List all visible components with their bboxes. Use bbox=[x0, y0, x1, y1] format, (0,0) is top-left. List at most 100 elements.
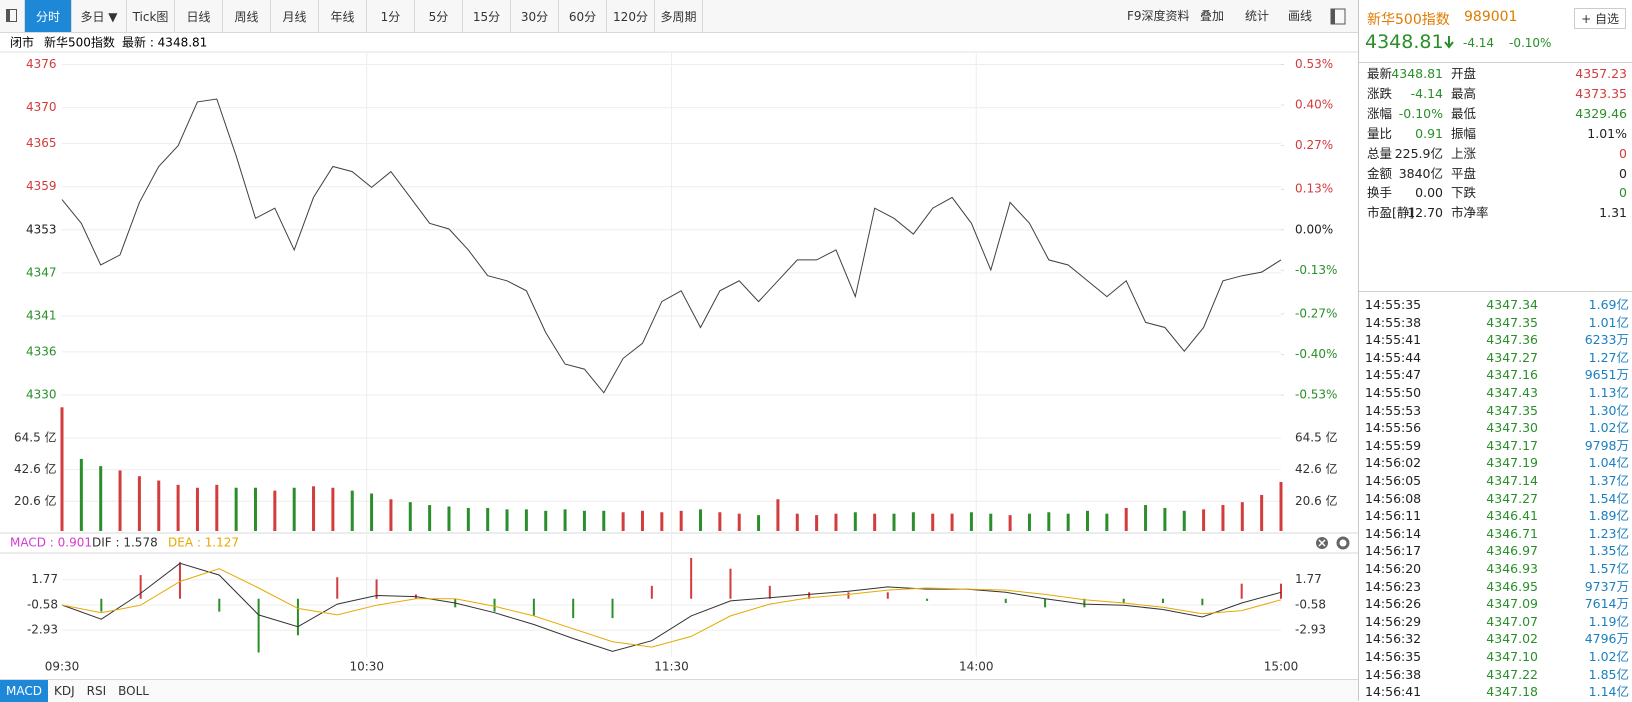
volume-bar bbox=[466, 507, 470, 531]
trade-price: 4347.07 bbox=[1486, 613, 1538, 629]
quote-label: 平盘 bbox=[1451, 165, 1477, 181]
volume-bar bbox=[1027, 513, 1031, 531]
macd-bar bbox=[650, 585, 653, 599]
trade-volume: 1.30亿 bbox=[1588, 402, 1629, 418]
quote-label: 涨幅 bbox=[1367, 105, 1393, 121]
period-tab[interactable]: 30分 bbox=[511, 0, 559, 32]
trade-volume: 4796万 bbox=[1584, 631, 1629, 647]
period-tab[interactable]: 5分 bbox=[415, 0, 463, 32]
macd-bar bbox=[1122, 598, 1125, 604]
y-tick-label: 4353 bbox=[26, 222, 57, 236]
trade-price: 4347.36 bbox=[1486, 332, 1538, 348]
trade-row: 14:56:26 4347.09 7614万 bbox=[1359, 595, 1632, 613]
macd-bar bbox=[847, 592, 850, 599]
y-tick-label: 20.6 亿 bbox=[14, 493, 57, 508]
trade-time: 14:55:35 bbox=[1365, 297, 1422, 312]
quote-label: 最低 bbox=[1451, 105, 1477, 121]
trade-row: 14:55:50 4347.43 1.13亿 bbox=[1359, 384, 1632, 402]
macd-bar bbox=[139, 575, 142, 599]
trade-row: 14:55:59 4347.17 9798万 bbox=[1359, 437, 1632, 455]
tool-button[interactable]: 统计 bbox=[1245, 9, 1270, 23]
y-tick-label: 4370 bbox=[26, 100, 57, 114]
x-tick-label: 09:30 bbox=[45, 660, 80, 674]
volume-bar bbox=[1086, 510, 1090, 531]
settings-icon[interactable] bbox=[1336, 536, 1350, 550]
tool-button[interactable]: F9深度资料 bbox=[1127, 9, 1190, 23]
quote-value: 0 bbox=[1619, 185, 1627, 201]
quote-label: 开盘 bbox=[1451, 66, 1477, 81]
period-tab[interactable]: 15分 bbox=[463, 0, 511, 32]
trade-volume: 1.13亿 bbox=[1588, 385, 1629, 400]
quote-value: 4348.81 bbox=[1391, 66, 1443, 81]
period-tab[interactable]: 周线 bbox=[223, 0, 271, 32]
quote-label: 换手 bbox=[1367, 185, 1393, 201]
quote-label: 涨跌 bbox=[1367, 85, 1393, 101]
trade-volume: 1.04亿 bbox=[1588, 455, 1629, 471]
y-tick-label: 4365 bbox=[26, 136, 57, 150]
tool-button[interactable]: 叠加 bbox=[1200, 9, 1225, 23]
y-tick-label: 4330 bbox=[26, 388, 57, 402]
period-tab[interactable]: 年线 bbox=[319, 0, 367, 32]
period-tab[interactable]: 日线 bbox=[175, 0, 223, 32]
period-tab[interactable]: 120分 bbox=[607, 0, 655, 32]
macd-bar bbox=[1083, 598, 1086, 608]
indicator-tab[interactable]: RSI bbox=[86, 684, 107, 698]
trade-price: 4347.34 bbox=[1486, 297, 1538, 312]
trade-row: 14:55:56 4347.30 1.02亿 bbox=[1359, 419, 1632, 437]
trade-volume: 1.37亿 bbox=[1588, 473, 1629, 488]
volume-bar bbox=[815, 515, 819, 531]
period-tab[interactable]: 多周期 bbox=[655, 0, 703, 32]
period-tab[interactable]: 月线 bbox=[271, 0, 319, 32]
volume-bar bbox=[1008, 515, 1012, 531]
macd-legend: MACD : 0.901 bbox=[10, 536, 92, 550]
volume-bar bbox=[486, 507, 490, 531]
period-tab[interactable]: 分时 bbox=[25, 0, 72, 32]
period-tab[interactable]: 多日 ▼ bbox=[72, 0, 127, 32]
toolbar: 分时 多日 ▼ Tick图 日线 周线 月线 年线 1分 5分 15分 30分 60分 120分 多周期 bbox=[0, 0, 1358, 33]
indicator-tab[interactable]: MACD bbox=[0, 680, 48, 702]
trade-volume: 1.23亿 bbox=[1588, 525, 1629, 541]
trade-price: 4347.19 bbox=[1486, 455, 1538, 471]
volume-bar bbox=[79, 458, 83, 531]
volume-bar bbox=[660, 512, 664, 531]
volume-bar bbox=[389, 499, 393, 531]
quote-row: 金额 3840亿 平盘 0 bbox=[1359, 164, 1632, 184]
period-tab[interactable]: 1分 bbox=[367, 0, 415, 32]
indicator-tab[interactable]: BOLL bbox=[118, 684, 149, 698]
trade-volume: 9737万 bbox=[1584, 578, 1629, 594]
macd-legend: DEA : 1.127 bbox=[168, 536, 239, 550]
macd-bar bbox=[1240, 583, 1243, 599]
volume-bar bbox=[853, 512, 857, 531]
chart: 闭市 新华500指数 最新 : 4348.81 4376 4370 4365 4359… bbox=[0, 8, 1358, 674]
quote-row: 涨跌 -4.14 最高 4373.35 bbox=[1359, 84, 1632, 104]
tool-button[interactable]: 画线 bbox=[1288, 9, 1313, 23]
volume-bar bbox=[679, 510, 683, 531]
macd-bar bbox=[1004, 598, 1007, 604]
quote-value: 225.9亿 bbox=[1394, 145, 1443, 161]
y-tick-label: 64.5 亿 bbox=[14, 430, 57, 445]
y-tick-label-right: 64.5 亿 bbox=[1295, 430, 1338, 445]
quote-price: 4348.81 bbox=[1365, 31, 1444, 53]
volume-bar bbox=[563, 509, 567, 531]
trade-volume: 1.14亿 bbox=[1588, 684, 1629, 700]
quote-value: 1.01% bbox=[1587, 125, 1627, 141]
macd-legend: DIF : 1.578 bbox=[92, 536, 158, 550]
quote-value: 4373.35 bbox=[1575, 85, 1627, 101]
volume-bar bbox=[1182, 510, 1186, 531]
indicator-tab[interactable]: KDJ bbox=[53, 684, 75, 698]
quote-value: 4329.46 bbox=[1575, 105, 1627, 121]
volume-bar bbox=[1163, 507, 1167, 531]
period-tab[interactable]: Tick图 bbox=[127, 0, 175, 32]
macd-bar bbox=[493, 598, 496, 612]
volume-bar bbox=[1047, 512, 1051, 531]
trade-volume: 1.89亿 bbox=[1588, 508, 1629, 524]
trade-time: 14:56:38 bbox=[1365, 666, 1422, 682]
y2-tick-label: -0.13% bbox=[1295, 263, 1337, 277]
down-arrow bbox=[1444, 36, 1454, 49]
volume-bar bbox=[1279, 481, 1283, 531]
watch-button[interactable]: + 自选 bbox=[1574, 8, 1626, 29]
period-tab[interactable]: 60分 bbox=[559, 0, 607, 32]
sidebar-toggle[interactable] bbox=[0, 0, 25, 32]
trade-volume: 1.54亿 bbox=[1588, 490, 1629, 506]
trade-volume: 1.02亿 bbox=[1588, 420, 1629, 436]
